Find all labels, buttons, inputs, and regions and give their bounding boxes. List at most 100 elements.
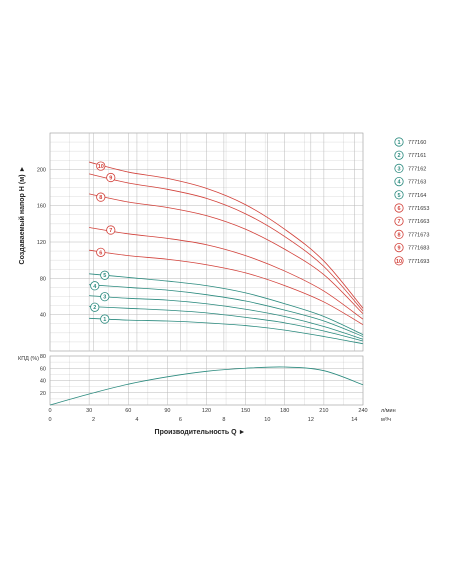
legend-badge-8 bbox=[394, 229, 404, 239]
legend-badge-label: 4 bbox=[397, 180, 401, 186]
efficiency-y-tick-label: 40 bbox=[40, 379, 46, 385]
curve-badge-10 bbox=[96, 161, 106, 171]
curve-badge-label: 3 bbox=[103, 295, 106, 301]
head-curve-10 bbox=[89, 161, 364, 309]
legend-badge-10 bbox=[394, 256, 404, 266]
curve-badge-8 bbox=[96, 192, 106, 202]
legend-badge-label: 5 bbox=[397, 193, 400, 199]
legend-entry-label: 7771663 bbox=[408, 219, 429, 225]
x-tick-lpm: 210 bbox=[319, 408, 328, 414]
legend-entry-label: 777164 bbox=[408, 193, 426, 199]
curve-badge-3 bbox=[100, 292, 110, 302]
head-y-tick-label: 160 bbox=[37, 204, 46, 210]
legend-entry-label: 7771693 bbox=[408, 259, 429, 265]
head-grid bbox=[49, 132, 364, 352]
efficiency-curve bbox=[49, 366, 364, 406]
head-y-tick-label: 40 bbox=[40, 313, 46, 319]
efficiency-chart-panel: 20 40 60 80 КПД (%) bbox=[18, 354, 364, 406]
x-ticks-lpm: 0 30 60 90 120 150 180 210 240 bbox=[48, 408, 367, 414]
x-tick-lpm: 0 bbox=[48, 408, 51, 414]
legend-badge-label: 8 bbox=[397, 232, 400, 238]
curve-badge-label: 5 bbox=[103, 273, 106, 279]
legend-entry-label: 7771673 bbox=[408, 232, 429, 238]
curve-badge-9 bbox=[106, 172, 116, 183]
curve-badge-label: 9 bbox=[109, 176, 112, 182]
curve-badge-5 bbox=[100, 270, 110, 280]
x-unit-m3h: м³/ч bbox=[381, 417, 391, 423]
efficiency-y-tick-label: 60 bbox=[40, 366, 46, 372]
curve-badge-6 bbox=[96, 247, 106, 257]
head-y-tick-label: 80 bbox=[40, 276, 46, 282]
legend-badge-label: 10 bbox=[396, 259, 402, 265]
efficiency-y-tick-label: 20 bbox=[40, 391, 46, 397]
head-curve-1 bbox=[89, 317, 364, 345]
x-tick-m3h: 10 bbox=[264, 417, 270, 423]
x-unit-lpm: л/мин bbox=[381, 408, 396, 414]
curve-badge-4 bbox=[90, 281, 100, 291]
legend-badge-label: 1 bbox=[397, 140, 400, 146]
legend-entry-label: 7771653 bbox=[408, 206, 429, 212]
legend-badge-2 bbox=[394, 150, 404, 160]
head-curve-3 bbox=[89, 295, 364, 340]
efficiency-y-axis-title: КПД (%) bbox=[18, 356, 39, 362]
x-tick-lpm: 240 bbox=[358, 408, 367, 414]
legend-badge-label: 7 bbox=[397, 219, 400, 225]
legend-badge-9 bbox=[394, 243, 404, 253]
x-ticks-m3h: 0 2 4 6 8 10 12 14 bbox=[48, 417, 357, 423]
x-tick-m3h: 4 bbox=[135, 417, 138, 423]
x-tick-m3h: 6 bbox=[179, 417, 182, 423]
head-curve-7 bbox=[89, 227, 364, 320]
curve-badge-label: 2 bbox=[93, 305, 96, 311]
curve-badge-2 bbox=[90, 302, 100, 312]
legend-badge-label: 2 bbox=[397, 153, 400, 159]
curve-badge-label: 1 bbox=[103, 317, 106, 323]
legend-badge-label: 9 bbox=[397, 246, 400, 252]
head-curve-8 bbox=[89, 193, 364, 315]
head-curve-4 bbox=[89, 284, 364, 337]
curve-badge-1 bbox=[100, 314, 110, 324]
efficiency-grid bbox=[49, 355, 364, 406]
head-y-tick-label: 200 bbox=[37, 167, 46, 173]
x-axis: 0 30 60 90 120 150 180 210 240 0 2 4 6 8 10 12 14 л/мин… bbox=[48, 408, 395, 436]
x-tick-m3h: 0 bbox=[48, 417, 51, 423]
head-curves bbox=[89, 161, 364, 345]
legend-badge-6 bbox=[394, 203, 404, 213]
legend-badge-4 bbox=[394, 177, 404, 187]
x-tick-m3h: 12 bbox=[308, 417, 314, 423]
legend-entry-label: 777163 bbox=[408, 180, 426, 186]
x-tick-m3h: 2 bbox=[92, 417, 95, 423]
legend-badge-7 bbox=[394, 216, 404, 226]
legend-badge-1 bbox=[394, 137, 404, 147]
head-curve-9 bbox=[89, 173, 364, 312]
legend-entry-label: 7771683 bbox=[408, 246, 429, 252]
curve-badge-label: 7 bbox=[109, 228, 112, 234]
legend-entry-label: 777162 bbox=[408, 166, 426, 172]
x-tick-lpm: 150 bbox=[241, 408, 250, 414]
efficiency-line bbox=[49, 366, 364, 406]
head-y-axis-title: Создаваемый напор H (м) ► bbox=[18, 166, 26, 265]
legend-entry-label: 777160 bbox=[408, 140, 426, 146]
head-curve-5 bbox=[89, 273, 364, 336]
head-curve-2 bbox=[89, 306, 364, 342]
head-y-tick-label: 120 bbox=[37, 240, 46, 246]
x-axis-title: Производительность Q ► bbox=[155, 429, 246, 436]
x-tick-m3h: 8 bbox=[222, 417, 225, 423]
curve-badge-label: 10 bbox=[98, 164, 104, 170]
x-tick-m3h: 14 bbox=[351, 417, 357, 423]
x-tick-lpm: 90 bbox=[164, 408, 170, 414]
x-tick-lpm: 120 bbox=[202, 408, 211, 414]
efficiency-y-ticks: 20 40 60 80 bbox=[40, 354, 46, 397]
x-tick-lpm: 180 bbox=[280, 408, 289, 414]
efficiency-y-tick-label: 80 bbox=[40, 354, 46, 360]
curve-badge-label: 8 bbox=[99, 195, 102, 201]
head-chart-panel: 1 2 345 6 7 8 9 10 40 80 120 160 200 Создаваемый на… bbox=[18, 132, 364, 352]
legend: 1 777160 2 777161 3 777162 4 777163 5 777164 6 7771… bbox=[394, 137, 429, 266]
legend-entry-label: 777161 bbox=[408, 153, 426, 159]
legend-badge-3 bbox=[394, 163, 404, 173]
curve-badge-7 bbox=[106, 225, 116, 235]
head-curve-badges: 1 2 345 6 7 8 9 10 bbox=[90, 161, 116, 324]
x-tick-lpm: 30 bbox=[86, 408, 92, 414]
x-tick-lpm: 60 bbox=[125, 408, 131, 414]
curve-badge-label: 4 bbox=[93, 284, 97, 290]
